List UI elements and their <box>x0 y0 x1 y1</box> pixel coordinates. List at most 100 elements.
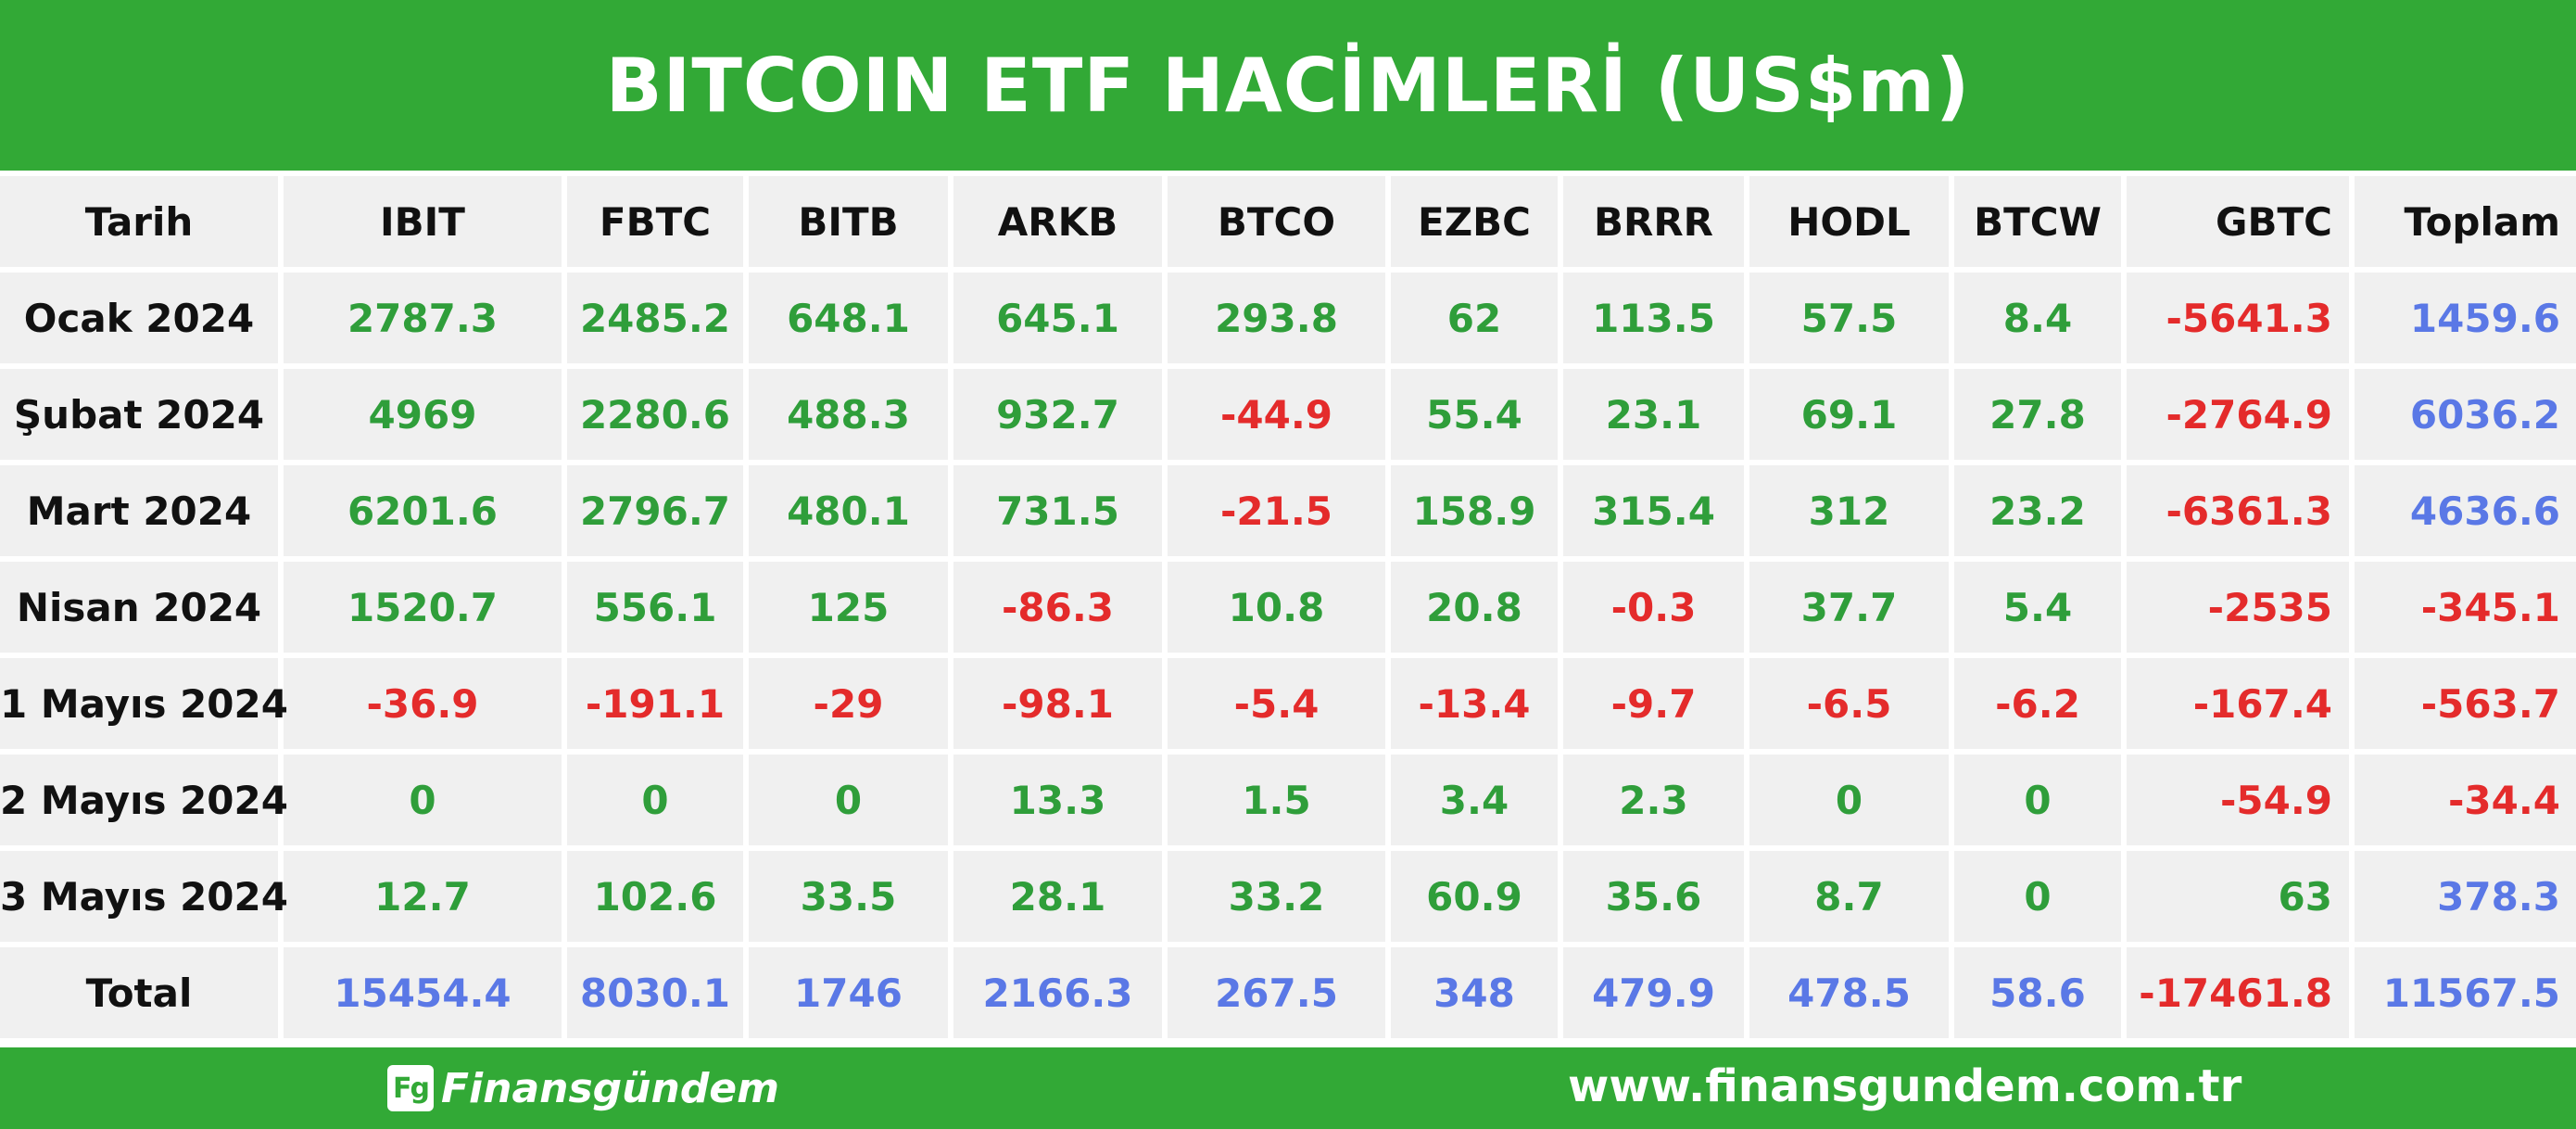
etf-volume-table: Tarih IBIT FBTC BITB ARKB BTCO EZBC BRRR HODL BTC… <box>0 171 2576 1044</box>
value-cell: 1520.7 <box>284 562 562 653</box>
website-link[interactable]: www.finansgundem.com.tr <box>1568 1060 2242 1112</box>
table-row: Mart 2024 6201.6 2796.7 480.1 731.5 -21.5 158.… <box>0 465 2576 556</box>
value-cell: -13.4 <box>1391 658 1558 749</box>
value-cell: -2535 <box>2127 562 2349 653</box>
value-cell: 102.6 <box>567 851 743 942</box>
value-cell: 15454.4 <box>284 947 562 1038</box>
column-header: BTCO <box>1168 176 1385 267</box>
table-row: 1 Mayıs 2024 -36.9 -191.1 -29 -98.1 -5.4 -13.4… <box>0 658 2576 749</box>
value-cell: 312 <box>1749 465 1949 556</box>
brand-name: Finansgündem <box>441 1064 779 1112</box>
value-cell: 0 <box>1954 755 2121 845</box>
column-header: EZBC <box>1391 176 1558 267</box>
table-row: Nisan 2024 1520.7 556.1 125 -86.3 10.8 20.8 -0.… <box>0 562 2576 653</box>
table-row: 3 Mayıs 2024 12.7 102.6 33.5 28.1 33.2 60.9 35.… <box>0 851 2576 942</box>
value-cell: 480.1 <box>749 465 948 556</box>
value-cell: 1.5 <box>1168 755 1385 845</box>
total-value-cell: -345.1 <box>2355 562 2576 653</box>
value-cell: 37.7 <box>1749 562 1949 653</box>
table-row: 2 Mayıs 2024 0 0 0 13.3 1.5 3.4 2.3 0 0 -54.9 -34.4 <box>0 755 2576 845</box>
footer-bar: Fg Finansgündem www.finansgundem.com.tr <box>0 1047 2576 1129</box>
value-cell: 731.5 <box>953 465 1162 556</box>
value-cell: 55.4 <box>1391 369 1558 460</box>
value-cell: 4969 <box>284 369 562 460</box>
value-cell: -36.9 <box>284 658 562 749</box>
value-cell: 348 <box>1391 947 1558 1038</box>
value-cell: 23.2 <box>1954 465 2121 556</box>
date-cell: 3 Mayıs 2024 <box>0 851 288 942</box>
value-cell: -44.9 <box>1168 369 1385 460</box>
date-cell: Ocak 2024 <box>0 273 278 363</box>
table-row: Şubat 2024 4969 2280.6 488.3 932.7 -44.9 55.4 2… <box>0 369 2576 460</box>
value-cell: 20.8 <box>1391 562 1558 653</box>
column-header: IBIT <box>284 176 562 267</box>
value-cell: -6.5 <box>1749 658 1949 749</box>
value-cell: 69.1 <box>1749 369 1949 460</box>
value-cell: 2485.2 <box>567 273 743 363</box>
value-cell: -191.1 <box>567 658 743 749</box>
total-value-cell: 6036.2 <box>2355 369 2576 460</box>
value-cell: -0.3 <box>1563 562 1744 653</box>
value-cell: 63 <box>2127 851 2349 942</box>
date-cell: 1 Mayıs 2024 <box>0 658 288 749</box>
column-header: Tarih <box>0 176 278 267</box>
date-cell: Şubat 2024 <box>0 369 278 460</box>
value-cell: -17461.8 <box>2127 947 2349 1038</box>
value-cell: 0 <box>749 755 948 845</box>
value-cell: 0 <box>284 755 562 845</box>
value-cell: -54.9 <box>2127 755 2349 845</box>
value-cell: 0 <box>567 755 743 845</box>
value-cell: 488.3 <box>749 369 948 460</box>
total-value-cell: -34.4 <box>2355 755 2576 845</box>
value-cell: 479.9 <box>1563 947 1744 1038</box>
value-cell: 645.1 <box>953 273 1162 363</box>
etf-table-container: Tarih IBIT FBTC BITB ARKB BTCO EZBC BRRR HODL BTC… <box>0 171 2576 1047</box>
value-cell: 125 <box>749 562 948 653</box>
value-cell: 6201.6 <box>284 465 562 556</box>
value-cell: 315.4 <box>1563 465 1744 556</box>
value-cell: -6.2 <box>1954 658 2121 749</box>
value-cell: 3.4 <box>1391 755 1558 845</box>
value-cell: 10.8 <box>1168 562 1385 653</box>
value-cell: 58.6 <box>1954 947 2121 1038</box>
value-cell: 5.4 <box>1954 562 2121 653</box>
value-cell: -86.3 <box>953 562 1162 653</box>
column-header: BTCW <box>1954 176 2121 267</box>
value-cell: 35.6 <box>1563 851 1744 942</box>
value-cell: 33.5 <box>749 851 948 942</box>
value-cell: 57.5 <box>1749 273 1949 363</box>
total-value-cell: -563.7 <box>2355 658 2576 749</box>
total-value-cell: 1459.6 <box>2355 273 2576 363</box>
value-cell: 27.8 <box>1954 369 2121 460</box>
value-cell: -2764.9 <box>2127 369 2349 460</box>
brand-logo[interactable]: Fg Finansgündem <box>387 1064 779 1112</box>
value-cell: 62 <box>1391 273 1558 363</box>
date-cell: Mart 2024 <box>0 465 278 556</box>
column-header: BITB <box>749 176 948 267</box>
total-row: Total 15454.4 8030.1 1746 2166.3 267.5 348 479.… <box>0 947 2576 1038</box>
value-cell: -5.4 <box>1168 658 1385 749</box>
value-cell: -29 <box>749 658 948 749</box>
table-body: Ocak 2024 2787.3 2485.2 648.1 645.1 293.8 62 11… <box>0 273 2576 1038</box>
value-cell: 28.1 <box>953 851 1162 942</box>
total-value-cell: 378.3 <box>2355 851 2576 942</box>
value-cell: -6361.3 <box>2127 465 2349 556</box>
logo-mark-icon: Fg <box>387 1065 434 1111</box>
total-value-cell: 11567.5 <box>2355 947 2576 1038</box>
column-header: FBTC <box>567 176 743 267</box>
total-value-cell: 4636.6 <box>2355 465 2576 556</box>
value-cell: 648.1 <box>749 273 948 363</box>
title-banner: BITCOIN ETF HACİMLERİ (US$m) <box>0 0 2576 171</box>
column-header: HODL <box>1749 176 1949 267</box>
value-cell: 2166.3 <box>953 947 1162 1038</box>
value-cell: 8.4 <box>1954 273 2121 363</box>
value-cell: 293.8 <box>1168 273 1385 363</box>
value-cell: 2796.7 <box>567 465 743 556</box>
value-cell: 60.9 <box>1391 851 1558 942</box>
date-cell: Nisan 2024 <box>0 562 278 653</box>
value-cell: -5641.3 <box>2127 273 2349 363</box>
value-cell: 0 <box>1954 851 2121 942</box>
table-row: Ocak 2024 2787.3 2485.2 648.1 645.1 293.8 62 11… <box>0 273 2576 363</box>
value-cell: 2.3 <box>1563 755 1744 845</box>
total-label: Total <box>0 947 278 1038</box>
